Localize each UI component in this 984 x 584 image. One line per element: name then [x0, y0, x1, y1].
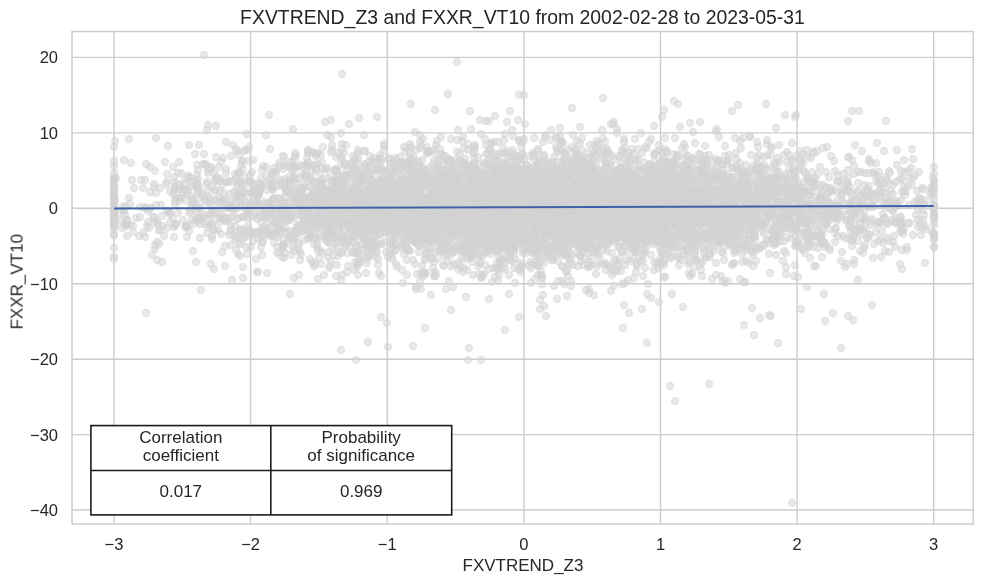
svg-text:−3: −3 [105, 535, 124, 553]
svg-text:3: 3 [929, 535, 938, 553]
svg-text:coefficient: coefficient [143, 446, 220, 465]
svg-text:1: 1 [656, 535, 665, 553]
svg-text:−2: −2 [241, 535, 260, 553]
svg-text:10: 10 [40, 124, 58, 142]
svg-text:20: 20 [40, 48, 58, 66]
svg-text:Probability: Probability [322, 428, 402, 447]
svg-text:Correlation: Correlation [139, 428, 222, 447]
svg-text:2: 2 [793, 535, 802, 553]
svg-text:−40: −40 [30, 501, 58, 519]
svg-text:−10: −10 [30, 275, 58, 293]
svg-text:0: 0 [49, 199, 58, 217]
svg-text:−20: −20 [30, 350, 58, 368]
svg-text:−1: −1 [378, 535, 397, 553]
svg-text:FXVTREND_Z3 and FXXR_VT10 from: FXVTREND_Z3 and FXXR_VT10 from 2002-02-2… [240, 6, 805, 29]
svg-text:−30: −30 [30, 426, 58, 444]
svg-text:0.017: 0.017 [160, 482, 203, 501]
svg-text:0.969: 0.969 [340, 482, 383, 501]
svg-text:FXXR_VT10: FXXR_VT10 [7, 234, 26, 329]
svg-text:0: 0 [519, 535, 528, 553]
svg-text:of significance: of significance [307, 446, 415, 465]
svg-text:FXVTREND_Z3: FXVTREND_Z3 [463, 556, 584, 575]
